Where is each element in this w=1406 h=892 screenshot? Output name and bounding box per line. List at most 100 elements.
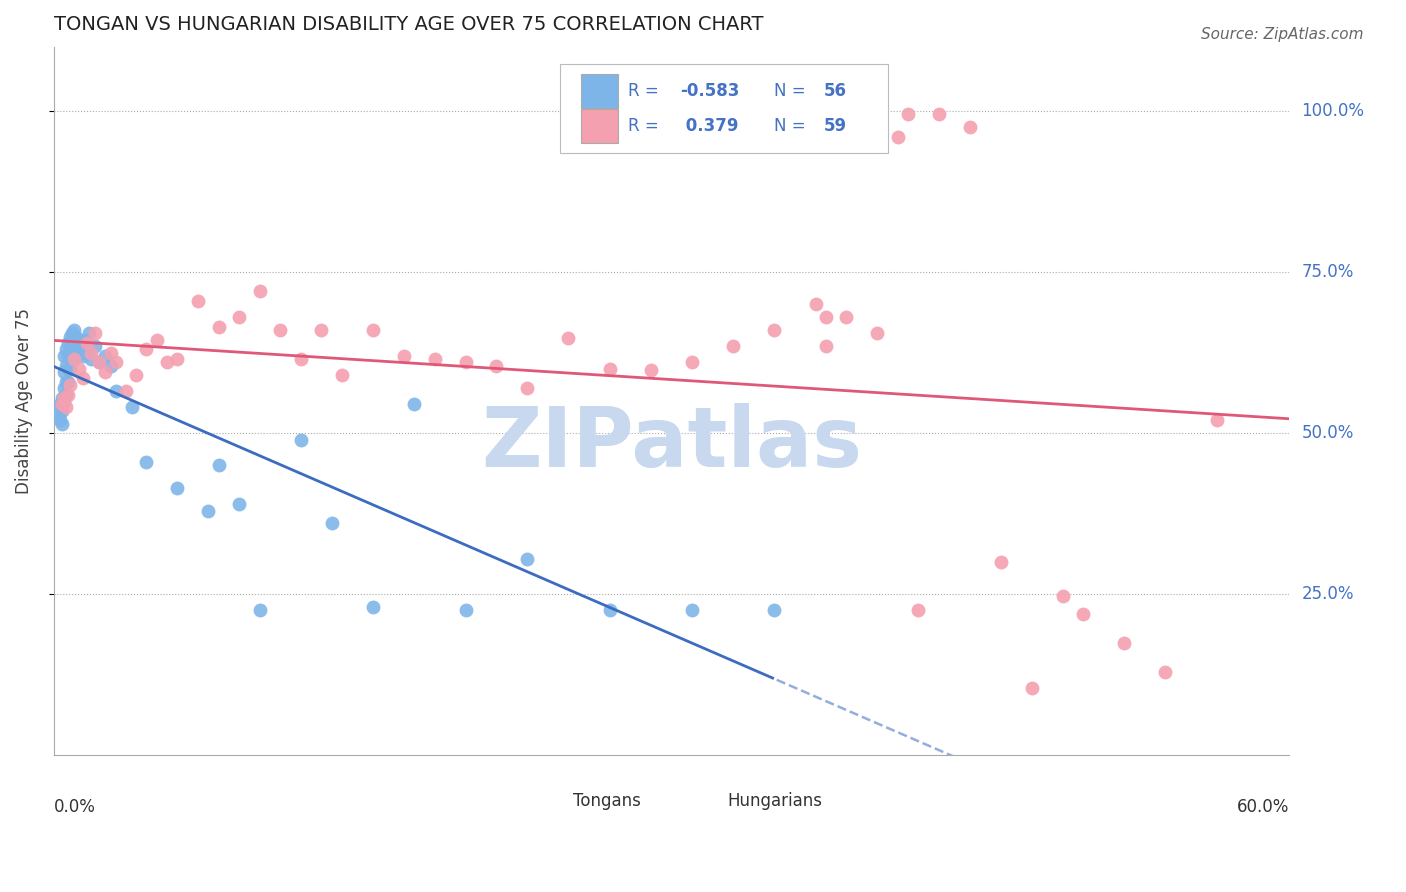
Point (58, 349, 80, 363)
Point (135, 455, 157, 469)
Point (814, 339, 837, 353)
Point (49, 397, 72, 411)
Point (100, 345, 122, 359)
Point (516, 381, 538, 395)
Point (763, 323, 786, 337)
Point (1071, 607, 1094, 621)
Point (681, 603, 703, 617)
Text: ZIPatlas: ZIPatlas (481, 403, 862, 484)
Point (835, 310, 858, 325)
Bar (530, 788, 564, 815)
Point (77, 326, 100, 341)
Point (1114, 635, 1136, 649)
Text: 100.0%: 100.0% (1302, 102, 1364, 120)
Point (145, 333, 167, 347)
Text: 0.0%: 0.0% (53, 797, 96, 816)
Point (55, 387, 77, 401)
Point (84, 339, 107, 353)
Point (87, 355, 110, 369)
Point (135, 343, 157, 357)
Point (516, 552, 538, 566)
Point (121, 401, 143, 415)
Point (58, 387, 80, 401)
Text: -0.583: -0.583 (681, 81, 740, 100)
Point (311, 323, 333, 337)
Point (249, 603, 271, 617)
Text: 75.0%: 75.0% (1302, 263, 1354, 281)
Point (51, 417, 73, 431)
Point (197, 503, 219, 517)
Text: 59: 59 (824, 117, 846, 135)
Point (125, 368, 148, 383)
Point (681, 355, 703, 369)
Point (94, 365, 117, 379)
Point (53, 394, 76, 409)
Point (63, 336, 86, 351)
Point (55, 401, 77, 415)
Point (84, 326, 107, 341)
Point (228, 310, 250, 325)
Text: Tongans: Tongans (572, 792, 641, 811)
Point (928, 107, 950, 121)
Point (887, 129, 910, 144)
Point (404, 397, 426, 411)
Point (454, 603, 477, 617)
Point (763, 603, 786, 617)
Point (60, 326, 83, 341)
Point (72, 349, 94, 363)
Point (166, 352, 188, 367)
Point (640, 363, 662, 377)
Point (866, 326, 889, 341)
Point (156, 355, 179, 369)
Point (599, 603, 621, 617)
Point (55, 375, 77, 389)
Point (76, 343, 98, 357)
Point (423, 352, 446, 367)
Text: R =: R = (628, 117, 664, 135)
Point (166, 481, 188, 495)
Point (1052, 589, 1074, 603)
Point (80, 352, 103, 367)
Point (814, 310, 837, 325)
Point (63, 352, 86, 367)
Point (290, 433, 312, 447)
Point (51, 391, 73, 405)
Text: 0.379: 0.379 (681, 117, 738, 135)
Y-axis label: Disability Age Over 75: Disability Age Over 75 (15, 308, 32, 494)
Point (330, 368, 353, 383)
Point (721, 339, 744, 353)
Bar (683, 788, 718, 815)
Point (94, 349, 117, 363)
Point (51, 397, 73, 411)
Point (361, 323, 384, 337)
Point (187, 294, 209, 309)
Point (53, 391, 76, 405)
Point (59, 329, 82, 343)
Point (599, 361, 621, 376)
Point (65, 329, 87, 343)
Point (67, 361, 90, 376)
Point (69, 345, 91, 359)
Point (269, 323, 291, 337)
Point (53, 365, 76, 379)
Point (959, 120, 981, 135)
Text: 50.0%: 50.0% (1302, 425, 1354, 442)
Point (454, 355, 477, 369)
Text: TONGAN VS HUNGARIAN DISABILITY AGE OVER 75 CORRELATION CHART: TONGAN VS HUNGARIAN DISABILITY AGE OVER … (53, 15, 763, 34)
Point (46, 407, 69, 421)
Point (76, 336, 98, 351)
Point (207, 320, 229, 334)
Point (51, 403, 73, 417)
Point (207, 458, 229, 473)
Point (65, 345, 87, 359)
Point (100, 359, 122, 373)
Point (485, 359, 508, 373)
Text: R =: R = (628, 81, 664, 100)
Point (804, 297, 827, 311)
Point (49, 413, 72, 427)
Point (228, 497, 250, 511)
Point (907, 603, 929, 617)
Point (53, 381, 76, 395)
Text: N =: N = (773, 81, 811, 100)
Point (115, 384, 138, 399)
